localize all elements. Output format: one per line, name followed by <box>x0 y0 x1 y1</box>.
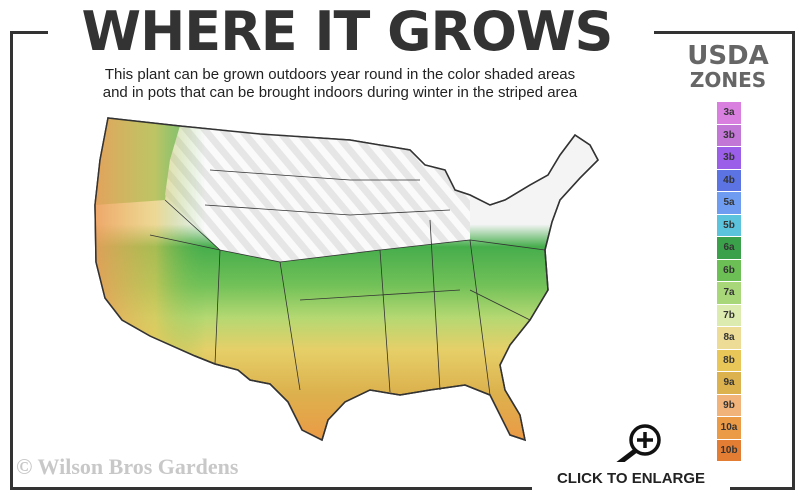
click-to-enlarge-button[interactable]: CLICK TO ENLARGE <box>532 462 730 500</box>
legend-zone-7a: 7a <box>717 282 741 305</box>
magnifier-plus-icon[interactable] <box>608 423 664 469</box>
frame-top-left <box>10 31 50 34</box>
legend-zone-3a: 3a <box>717 102 741 125</box>
legend-zone-5a: 5a <box>717 192 741 215</box>
legend-zone-8b: 8b <box>717 349 741 372</box>
legend-heading: USDA ZONES <box>672 41 784 92</box>
subtitle-line-1: This plant can be grown outdoors year ro… <box>104 66 576 83</box>
legend-heading-zones: ZONES <box>689 68 767 92</box>
legend-zone-6b: 6b <box>717 259 741 282</box>
zone-legend: 3a 3b 3b 4b 5a 5b 6a 6b 7a 7b 8a 8b 9a 9b 10a 10b <box>717 102 741 462</box>
legend-zone-6a: 6a <box>717 237 741 260</box>
watermark: © Wilson Bros Gardens <box>16 454 239 479</box>
west-coast-zone-area <box>94 117 599 442</box>
frame-top-right <box>654 31 792 34</box>
legend-heading-usda: USDA <box>687 41 769 71</box>
subtitle: This plant can be grown outdoors year ro… <box>40 66 640 102</box>
legend-zone-10a: 10a <box>717 417 741 440</box>
legend-zone-3b: 3b <box>717 147 741 170</box>
legend-zone-5b: 5b <box>717 214 741 237</box>
legend-zone-9a: 9a <box>717 372 741 395</box>
legend-zone-4b: 4b <box>717 169 741 192</box>
state-borders <box>149 169 546 396</box>
legend-zone-3b: 3b <box>717 124 741 147</box>
page-title: WHERE IT GROWS <box>48 2 646 62</box>
subtitle-line-2: and in pots that can be brought indoors … <box>102 84 578 101</box>
legend-zone-9b: 9b <box>717 394 741 417</box>
frame <box>10 31 795 490</box>
legend-zone-7b: 7b <box>717 304 741 327</box>
legend-zone-10b: 10b <box>717 439 741 462</box>
legend-zone-8a: 8a <box>717 327 741 350</box>
